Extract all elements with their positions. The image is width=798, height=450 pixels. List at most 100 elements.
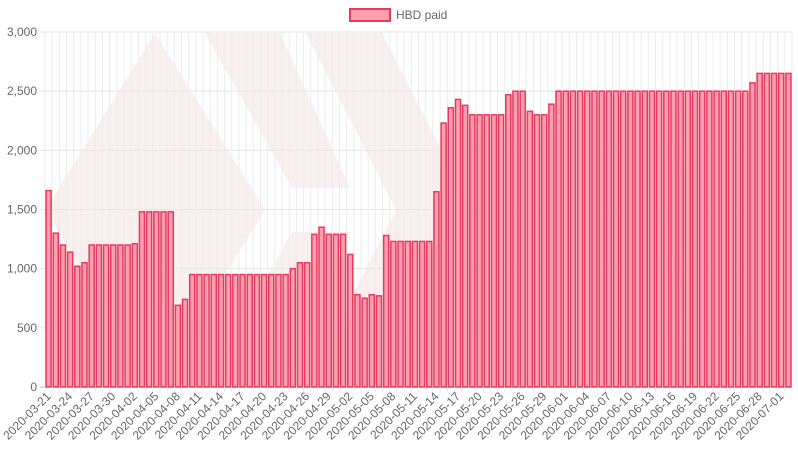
bar (52, 232, 60, 388)
bar (368, 293, 376, 388)
bar (375, 295, 383, 388)
bar (117, 244, 124, 388)
bar (203, 273, 210, 388)
y-tick-label: 0 (30, 380, 37, 394)
bar (677, 90, 684, 388)
bar (59, 244, 67, 388)
bar (88, 244, 95, 388)
bar (153, 211, 160, 388)
bar (81, 262, 88, 388)
y-tick-label: 2,500 (7, 84, 37, 98)
bar (742, 90, 749, 388)
bar (318, 226, 325, 388)
bar (361, 297, 368, 388)
bar (648, 90, 656, 388)
bar (131, 243, 139, 388)
bar (447, 106, 455, 388)
bar (634, 90, 641, 388)
bar (196, 273, 203, 388)
bar (454, 98, 462, 388)
bar (138, 211, 146, 388)
bar (74, 265, 81, 388)
bar (404, 240, 411, 388)
bar (505, 93, 512, 388)
bar (555, 90, 562, 388)
legend-label: HBD paid (396, 8, 447, 22)
bar (756, 72, 763, 388)
bar (785, 72, 792, 388)
bar (332, 233, 340, 388)
bar (440, 122, 447, 388)
bar (354, 293, 361, 388)
bar (619, 90, 627, 388)
bar (490, 114, 498, 388)
bar (476, 114, 483, 388)
bars (45, 72, 792, 388)
bar (66, 251, 74, 388)
legend-swatch (349, 8, 391, 22)
bar (713, 90, 720, 388)
bar (612, 90, 620, 388)
bar (598, 90, 605, 388)
y-tick-label: 2,000 (7, 143, 37, 157)
bar (548, 103, 555, 388)
bar (289, 267, 297, 388)
bar (426, 240, 433, 388)
bar (109, 244, 117, 388)
bar (469, 114, 476, 388)
bar (260, 273, 268, 388)
bar (411, 240, 419, 388)
bar (584, 90, 591, 388)
bar (210, 273, 218, 388)
bar (232, 273, 239, 388)
bar (418, 240, 426, 388)
bar (145, 211, 153, 388)
bar (224, 273, 232, 388)
y-tick-label: 1,000 (7, 262, 37, 276)
bar (296, 262, 304, 388)
bar (311, 233, 318, 388)
bar (167, 211, 174, 388)
bar (433, 191, 440, 388)
bar (641, 90, 649, 388)
bar (160, 211, 167, 388)
bar (102, 244, 110, 388)
bar (569, 90, 577, 388)
bar (512, 90, 519, 388)
bar (562, 90, 570, 388)
bar (188, 273, 196, 388)
bar (461, 104, 469, 388)
bar (526, 110, 534, 388)
bar (691, 90, 699, 388)
bar (591, 90, 598, 388)
bar (519, 90, 526, 388)
bar (282, 273, 289, 388)
bar (684, 90, 692, 388)
bar (267, 273, 275, 388)
bar (706, 90, 713, 388)
bar (390, 240, 397, 388)
bar (45, 189, 52, 388)
bar (749, 82, 756, 388)
y-tick-label: 3,000 (7, 25, 37, 39)
bar (382, 234, 390, 388)
bar (325, 233, 332, 388)
bar (576, 90, 584, 388)
bar (174, 304, 182, 388)
bar (670, 90, 677, 388)
y-tick-label: 1,500 (7, 203, 37, 217)
bar (540, 114, 548, 388)
bar (181, 298, 189, 388)
bar (95, 244, 103, 388)
bar (533, 114, 541, 388)
bar (303, 262, 311, 388)
bar (397, 240, 404, 388)
bar (497, 114, 505, 388)
legend[interactable]: HBD paid (349, 8, 447, 22)
axes: 05001,0001,5002,0002,5003,0002020-03-212… (0, 25, 786, 443)
bar (339, 233, 347, 388)
bar (720, 90, 728, 388)
bar (727, 90, 735, 388)
bar (239, 273, 246, 388)
